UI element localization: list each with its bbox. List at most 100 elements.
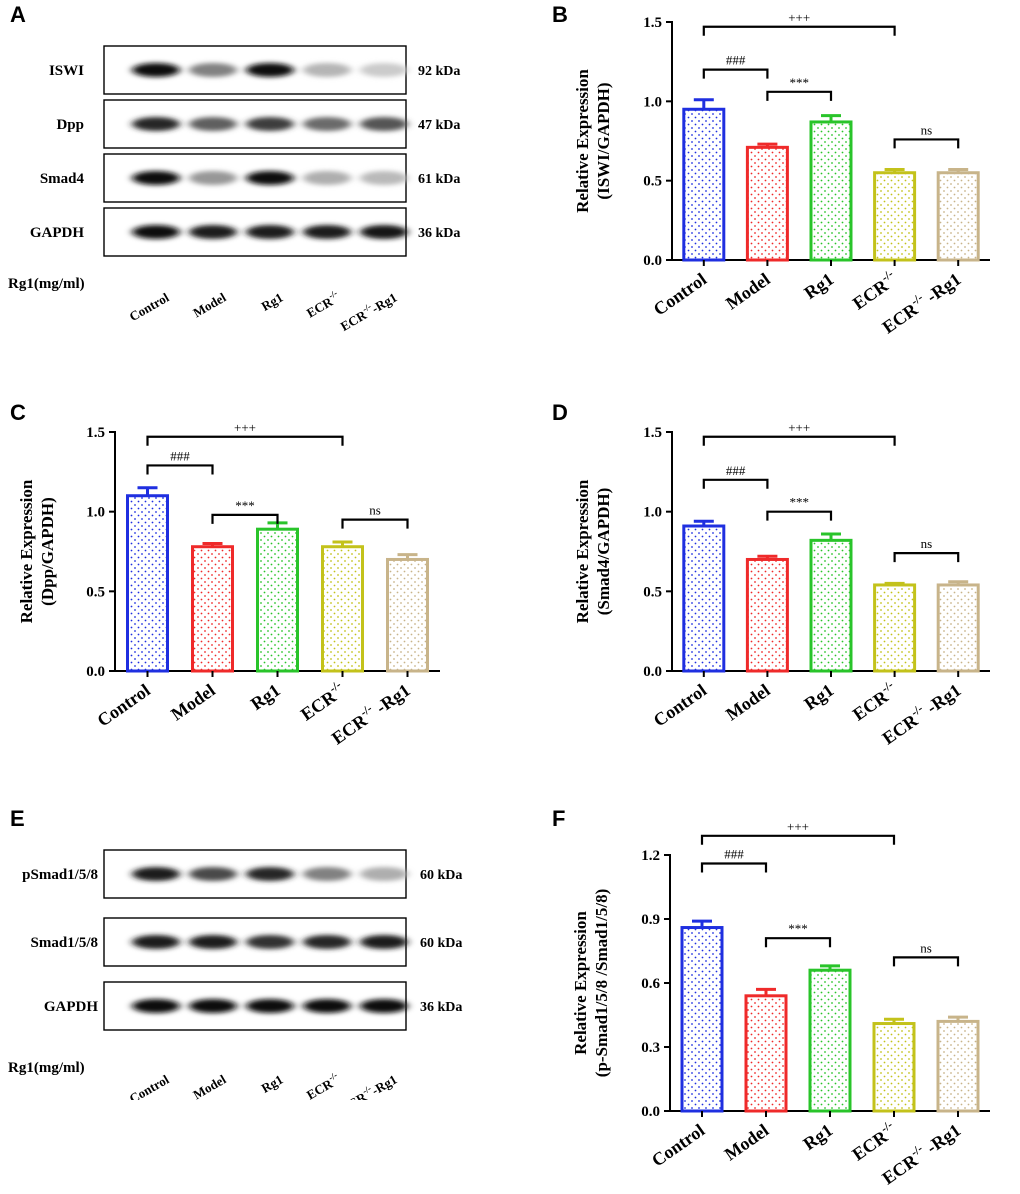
- y-axis-label: Relative Expression (Smad4/GAPDH): [573, 479, 613, 623]
- bar-rg1: [809, 120, 853, 262]
- treatment-label: Rg1(mg/ml): [8, 1060, 85, 1076]
- blot-row-label: pSmad1/5/8: [22, 867, 98, 883]
- bar-rg1: [809, 538, 853, 673]
- lane-label: Model: [190, 289, 228, 320]
- blot-row-label: GAPDH: [44, 999, 98, 1015]
- significance-label: ###: [726, 463, 746, 478]
- significance-label: +++: [234, 420, 256, 435]
- protein-band: [189, 225, 237, 239]
- significance-label: ###: [726, 53, 746, 68]
- x-category-label: Control: [93, 680, 153, 731]
- lane-label-text: Control: [127, 289, 172, 324]
- y-tick-label: 0.5: [643, 174, 662, 190]
- lane-label: Control: [127, 1071, 172, 1100]
- blot-strip: [103, 917, 407, 967]
- protein-band: [132, 225, 180, 239]
- significance-bracket: [766, 90, 833, 101]
- bar-ecr-rg1: [936, 1019, 980, 1113]
- x-category-label: Control: [650, 680, 710, 731]
- bar-control: [682, 524, 726, 673]
- significance-label: ns: [369, 503, 381, 518]
- protein-band: [303, 171, 351, 185]
- y-axis-label-line1: Relative Expression: [573, 479, 592, 623]
- significance-label: ns: [921, 122, 933, 137]
- x-category-label: ECR-/-: [295, 677, 349, 724]
- panel-letter-b: B: [552, 2, 568, 27]
- significance-label: ***: [235, 498, 255, 513]
- x-category-label: Rg1: [800, 269, 837, 303]
- x-category-text: Rg1: [800, 269, 837, 303]
- blot-row-label: GAPDH: [30, 225, 84, 241]
- bar-control: [126, 494, 169, 673]
- bar-ecr: [321, 545, 364, 673]
- protein-band: [360, 117, 408, 131]
- protein-band: [189, 999, 237, 1013]
- y-axis-label-line1: Relative Expression: [571, 911, 590, 1055]
- significance-label: +++: [788, 420, 810, 435]
- protein-band: [246, 225, 294, 239]
- bar-ecr: [872, 1022, 916, 1113]
- y-tick-label: 0.5: [86, 584, 105, 600]
- protein-band: [132, 117, 180, 131]
- significance-label: ***: [789, 75, 809, 90]
- panel-letter-d: D: [552, 400, 568, 425]
- lane-label-text: Model: [190, 1071, 228, 1100]
- protein-band: [303, 225, 351, 239]
- blot-row-label: Smad4: [40, 171, 85, 187]
- y-axis-label-line1: Relative Expression: [17, 479, 36, 623]
- molecular-weight-label: 47 kDa: [418, 118, 460, 133]
- protein-band: [360, 935, 408, 949]
- blot-row-label: Smad1/5/8: [30, 935, 98, 951]
- y-axis-label: Relative Expression (Dpp/GAPDH): [17, 479, 57, 623]
- bar-ecr-rg1: [386, 557, 429, 673]
- protein-band: [303, 117, 351, 131]
- protein-band: [246, 999, 294, 1013]
- protein-band: [189, 935, 237, 949]
- lane-label: ECR-/--Rg1: [337, 1070, 400, 1100]
- x-category-label: Model: [722, 680, 774, 724]
- x-category-suffix: -Rg1: [919, 269, 964, 309]
- bar-chart-dpp: 0.0 0.5 1.0 1.5 Relative Expression (Dpp/GAPD…: [17, 420, 440, 748]
- protein-band: [189, 867, 237, 881]
- lane-label: Rg1: [259, 290, 286, 314]
- y-axis-label: Relative Expression (ISWI/GAPDH): [573, 69, 613, 213]
- lane-label-suffix: -Rg1: [369, 1072, 400, 1098]
- significance-bracket: [892, 956, 960, 967]
- treatment-label: Rg1(mg/ml): [8, 276, 85, 292]
- significance-bracket: [702, 68, 769, 79]
- panel-letter-a: A: [10, 2, 26, 27]
- significance-bracket: [766, 510, 833, 521]
- protein-band: [303, 999, 351, 1013]
- significance-bracket: [764, 937, 832, 948]
- x-category-label: Rg1: [799, 1120, 836, 1154]
- lane-label-text: ECR: [338, 1089, 370, 1100]
- lane-label: ECR-/-: [303, 1070, 343, 1100]
- molecular-weight-label: 36 kDa: [418, 226, 460, 241]
- protein-band: [132, 935, 180, 949]
- western-blot-e: pSmad1/5/8 60 kDa Smad1/5/8 60 kDa GAPDH 36 k…: [8, 849, 462, 1100]
- significance-label: ***: [789, 495, 809, 510]
- protein-band: [246, 935, 294, 949]
- significance-label: ###: [724, 847, 744, 862]
- protein-band: [303, 63, 351, 77]
- significance-label: ns: [920, 940, 932, 955]
- x-category-text: Model: [722, 269, 774, 313]
- y-tick-label: 1.0: [643, 94, 662, 110]
- y-axis-label-line1: Relative Expression: [573, 69, 592, 213]
- protein-band: [360, 171, 408, 185]
- protein-band: [360, 225, 408, 239]
- y-tick-label: 1.2: [641, 848, 660, 864]
- lane-label: Rg1: [259, 1072, 286, 1096]
- protein-band: [189, 117, 237, 131]
- x-category-text: Model: [167, 680, 219, 724]
- significance-bracket: [702, 478, 769, 489]
- x-category-suffix: -Rg1: [919, 680, 964, 720]
- protein-band: [132, 999, 180, 1013]
- significance-bracket: [146, 464, 214, 475]
- significance-bracket: [702, 25, 896, 36]
- protein-band: [246, 63, 294, 77]
- protein-band: [360, 63, 408, 77]
- x-category-label: ECR-/-: [847, 677, 901, 724]
- molecular-weight-label: 61 kDa: [418, 172, 460, 187]
- y-tick-label: 1.5: [643, 15, 662, 31]
